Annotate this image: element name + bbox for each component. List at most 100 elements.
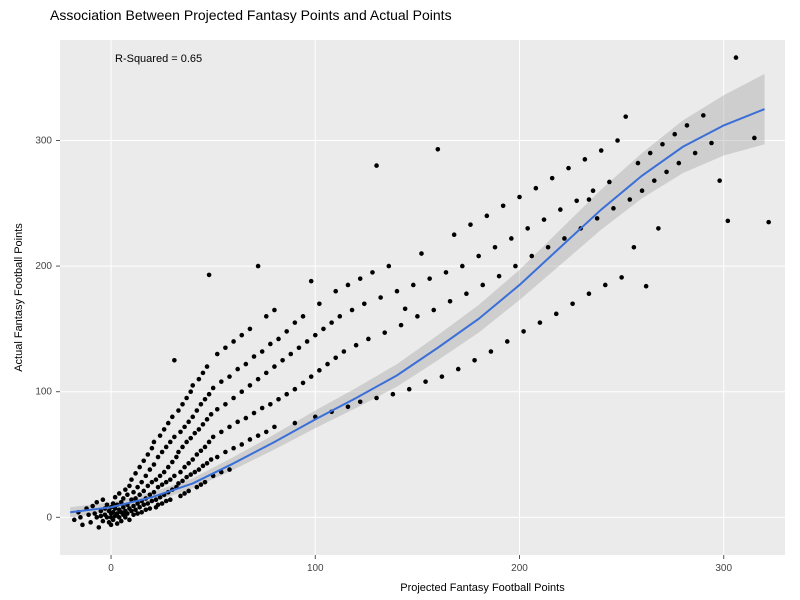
- data-point: [603, 283, 608, 288]
- data-point: [693, 151, 698, 156]
- data-point: [497, 274, 502, 279]
- data-point: [337, 314, 342, 319]
- data-point: [374, 396, 379, 401]
- plot-background: [60, 40, 785, 555]
- data-point: [231, 339, 236, 344]
- data-point: [205, 461, 210, 466]
- data-point: [166, 465, 171, 470]
- data-point: [244, 362, 249, 367]
- data-point: [301, 381, 306, 386]
- data-point: [672, 132, 677, 137]
- data-point: [587, 291, 592, 296]
- data-point: [178, 494, 183, 499]
- data-point: [94, 500, 99, 505]
- data-point: [168, 440, 173, 445]
- data-point: [399, 323, 404, 328]
- data-point: [172, 435, 177, 440]
- data-point: [248, 327, 253, 332]
- data-point: [176, 450, 181, 455]
- data-point: [493, 245, 498, 250]
- y-tick-label: 0: [46, 512, 52, 523]
- data-point: [201, 422, 206, 427]
- chart-title: Association Between Projected Fantasy Po…: [50, 7, 452, 23]
- data-point: [170, 415, 175, 420]
- data-point: [256, 264, 261, 269]
- data-point: [150, 480, 155, 485]
- data-point: [640, 188, 645, 193]
- data-point: [235, 420, 240, 425]
- data-point: [415, 314, 420, 319]
- data-point: [268, 402, 273, 407]
- data-point: [595, 216, 600, 221]
- data-point: [644, 284, 649, 289]
- data-point: [627, 197, 632, 202]
- data-point: [197, 427, 202, 432]
- data-point: [186, 489, 191, 494]
- data-point: [231, 446, 236, 451]
- data-point: [309, 279, 314, 284]
- data-point: [227, 425, 232, 430]
- data-point: [186, 461, 191, 466]
- data-point: [156, 502, 161, 507]
- data-point: [378, 295, 383, 300]
- data-point: [264, 314, 269, 319]
- data-point: [574, 198, 579, 203]
- data-point: [252, 411, 257, 416]
- data-point: [192, 431, 197, 436]
- data-point: [143, 507, 148, 512]
- data-point: [231, 396, 236, 401]
- data-point: [156, 485, 161, 490]
- data-point: [152, 462, 157, 467]
- data-point: [182, 425, 187, 430]
- scatter-chart: Association Between Projected Fantasy Po…: [0, 0, 800, 600]
- data-point: [374, 163, 379, 168]
- data-point: [264, 430, 269, 435]
- data-point: [209, 412, 214, 417]
- data-point: [223, 345, 228, 350]
- data-point: [141, 502, 146, 507]
- data-point: [178, 430, 183, 435]
- x-tick-label: 300: [715, 563, 732, 574]
- data-point: [309, 374, 314, 379]
- data-point: [256, 377, 261, 382]
- data-point: [184, 440, 189, 445]
- data-point: [184, 396, 189, 401]
- data-point: [154, 497, 159, 502]
- data-point: [168, 477, 173, 482]
- data-point: [276, 397, 281, 402]
- data-point: [407, 387, 412, 392]
- data-point: [509, 236, 514, 241]
- data-point: [460, 264, 465, 269]
- data-point: [440, 374, 445, 379]
- data-point: [382, 330, 387, 335]
- data-point: [325, 362, 330, 367]
- data-point: [227, 374, 232, 379]
- data-point: [709, 141, 714, 146]
- data-point: [677, 161, 682, 166]
- data-point: [387, 264, 392, 269]
- data-point: [205, 417, 210, 422]
- data-point: [188, 436, 193, 441]
- data-point: [205, 364, 210, 369]
- data-point: [664, 170, 669, 175]
- data-point: [529, 254, 534, 259]
- r-squared-annotation: R-Squared = 0.65: [115, 53, 202, 65]
- data-point: [192, 470, 197, 475]
- data-point: [160, 450, 165, 455]
- data-point: [656, 226, 661, 231]
- data-point: [203, 397, 208, 402]
- data-point: [150, 446, 155, 451]
- data-point: [501, 204, 506, 209]
- data-point: [419, 251, 424, 256]
- data-point: [121, 496, 126, 501]
- data-point: [133, 471, 138, 476]
- data-point: [358, 399, 363, 404]
- data-point: [99, 514, 104, 519]
- data-point: [180, 479, 185, 484]
- data-point: [182, 465, 187, 470]
- data-point: [615, 138, 620, 143]
- data-point: [293, 320, 298, 325]
- data-point: [162, 427, 167, 432]
- data-point: [391, 392, 396, 397]
- data-point: [152, 440, 157, 445]
